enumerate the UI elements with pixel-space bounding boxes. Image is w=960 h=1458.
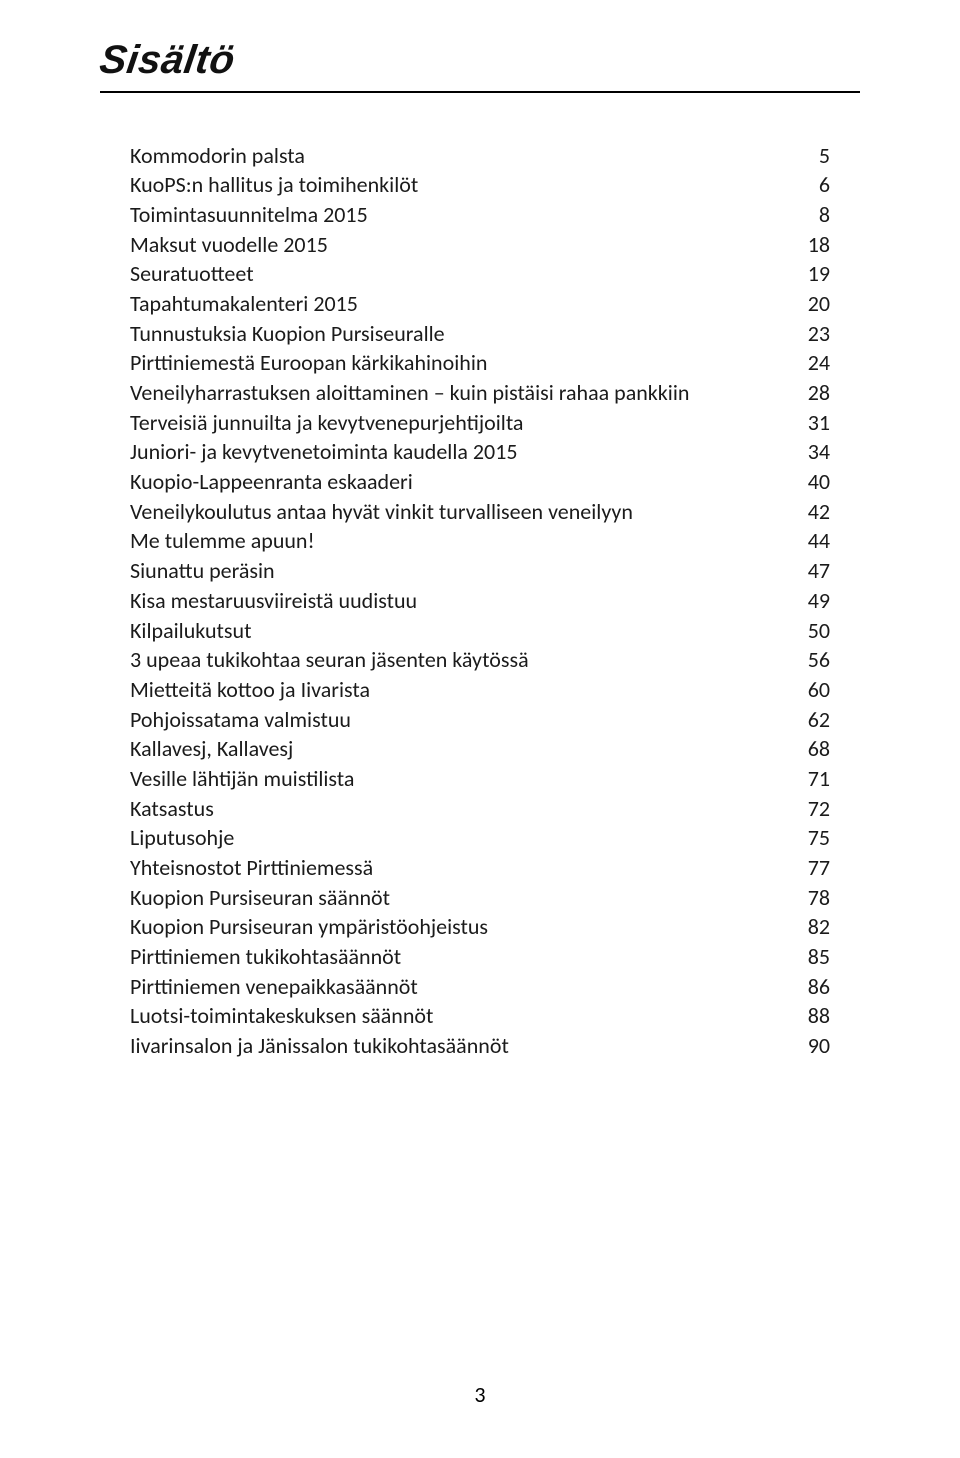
toc-entry-page: 68 xyxy=(788,734,830,764)
toc-entry: Toimintasuunnitelma 2015 8 xyxy=(130,200,830,230)
toc-entry-label: Veneilyharrastuksen aloittaminen – kuin … xyxy=(130,378,689,408)
toc-entry-label: Mietteitä kottoo ja Iivarista xyxy=(130,675,370,705)
toc-entry: Pirttiniemen venepaikkasäännöt 86 xyxy=(130,972,830,1002)
toc-entry-label: Kisa mestaruusviireistä uudistuu xyxy=(130,586,417,616)
toc-entry: Kallavesj, Kallavesj 68 xyxy=(130,734,830,764)
toc-entry: Veneilyharrastuksen aloittaminen – kuin … xyxy=(130,378,830,408)
toc-entry: Terveisiä junnuilta ja kevytvenepurjehti… xyxy=(130,408,830,438)
toc-entry-page: 50 xyxy=(788,616,830,646)
toc-entry-page: 90 xyxy=(788,1031,830,1061)
toc-entry-page: 78 xyxy=(788,883,830,913)
toc-entry-page: 49 xyxy=(788,586,830,616)
toc-entry: KuoPS:n hallitus ja toimihenkilöt 6 xyxy=(130,170,830,200)
toc-entry-page: 23 xyxy=(788,319,830,349)
toc-entry-page: 6 xyxy=(799,170,830,200)
toc-entry-label: 3 upeaa tukikohtaa seuran jäsenten käytö… xyxy=(130,645,529,675)
toc-entry-page: 24 xyxy=(788,348,830,378)
toc-entry: Maksut vuodelle 2015 18 xyxy=(130,230,830,260)
toc-entry: Kuopio-Lappeenranta eskaaderi 40 xyxy=(130,467,830,497)
toc-entry: Vesille lähtijän muistilista 71 xyxy=(130,764,830,794)
toc-entry-label: Kallavesj, Kallavesj xyxy=(130,734,293,764)
toc-entry-label: Yhteisnostot Pirttiniemessä xyxy=(130,853,373,883)
toc-entry-page: 60 xyxy=(788,675,830,705)
toc-entry-label: Terveisiä junnuilta ja kevytvenepurjehti… xyxy=(130,408,523,438)
toc-entry: Kuopion Pursiseuran ympäristöohjeistus 82 xyxy=(130,912,830,942)
toc-entry-label: Katsastus xyxy=(130,794,214,824)
page-title: Sisältö xyxy=(97,38,863,83)
toc-entry-page: 8 xyxy=(799,200,830,230)
toc-entry-label: Maksut vuodelle 2015 xyxy=(130,230,328,260)
toc-entry-label: KuoPS:n hallitus ja toimihenkilöt xyxy=(130,170,418,200)
toc-entry-label: Veneilykoulutus antaa hyvät vinkit turva… xyxy=(130,497,633,527)
table-of-contents: Kommodorin palsta5KuoPS:n hallitus ja to… xyxy=(100,141,860,1061)
toc-entry-page: 40 xyxy=(788,467,830,497)
toc-entry-label: Juniori- ja kevytvenetoiminta kaudella 2… xyxy=(130,437,518,467)
toc-entry-label: Tapahtumakalenteri 2015 xyxy=(130,289,358,319)
toc-entry-page: 20 xyxy=(788,289,830,319)
toc-entry-label: Kommodorin palsta xyxy=(130,141,305,171)
toc-entry-label: Kuopion Pursiseuran ympäristöohjeistus xyxy=(130,912,488,942)
toc-entry-page: 19 xyxy=(788,259,830,289)
page-number: 3 xyxy=(0,1381,960,1408)
toc-entry-page: 75 xyxy=(788,823,830,853)
toc-entry-page: 47 xyxy=(788,556,830,586)
toc-entry-page: 31 xyxy=(788,408,830,438)
toc-entry-page: 28 xyxy=(788,378,830,408)
toc-entry-page: 85 xyxy=(788,942,830,972)
toc-entry-page: 77 xyxy=(788,853,830,883)
toc-entry: Kommodorin palsta 5 xyxy=(130,141,830,171)
toc-entry-label: Me tulemme apuun! xyxy=(130,526,315,556)
toc-entry-page: 5 xyxy=(799,141,830,171)
toc-entry: 3 upeaa tukikohtaa seuran jäsenten käytö… xyxy=(130,645,830,675)
toc-entry-label: Kuopion Pursiseuran säännöt xyxy=(130,883,390,913)
toc-entry: Iivarinsalon ja Jänissalon tukikohtasään… xyxy=(130,1031,830,1061)
toc-entry: Seuratuotteet 19 xyxy=(130,259,830,289)
toc-entry-page: 88 xyxy=(788,1001,830,1031)
toc-entry-page: 34 xyxy=(788,437,830,467)
toc-entry: Liputusohje 75 xyxy=(130,823,830,853)
toc-entry-label: Siunattu peräsin xyxy=(130,556,275,586)
toc-entry-label: Pohjoissatama valmistuu xyxy=(130,705,351,735)
toc-entry: Pohjoissatama valmistuu 62 xyxy=(130,705,830,735)
toc-entry-label: Tunnustuksia Kuopion Pursiseuralle xyxy=(130,319,445,349)
toc-entry-page: 18 xyxy=(788,230,830,260)
toc-entry-page: 44 xyxy=(788,526,830,556)
toc-entry: Tapahtumakalenteri 2015 20 xyxy=(130,289,830,319)
toc-entry: Mietteitä kottoo ja Iivarista 60 xyxy=(130,675,830,705)
toc-entry: Katsastus 72 xyxy=(130,794,830,824)
toc-entry-page: 56 xyxy=(788,645,830,675)
toc-entry-label: Pirttiniemestä Euroopan kärkikahinoihin xyxy=(130,348,487,378)
toc-entry-label: Vesille lähtijän muistilista xyxy=(130,764,354,794)
toc-entry: Pirttiniemen tukikohtasäännöt 85 xyxy=(130,942,830,972)
toc-entry-label: Pirttiniemen tukikohtasäännöt xyxy=(130,942,401,972)
toc-entry-label: Iivarinsalon ja Jänissalon tukikohtasään… xyxy=(130,1031,509,1061)
toc-entry: Kisa mestaruusviireistä uudistuu 49 xyxy=(130,586,830,616)
toc-entry: Juniori- ja kevytvenetoiminta kaudella 2… xyxy=(130,437,830,467)
toc-entry-page: 71 xyxy=(788,764,830,794)
toc-entry-page: 72 xyxy=(788,794,830,824)
toc-entry: Pirttiniemestä Euroopan kärkikahinoihin 2… xyxy=(130,348,830,378)
toc-entry-page: 82 xyxy=(788,912,830,942)
toc-entry-page: 42 xyxy=(788,497,830,527)
toc-entry: Yhteisnostot Pirttiniemessä 77 xyxy=(130,853,830,883)
toc-entry-label: Luotsi-toimintakeskuksen säännöt xyxy=(130,1001,433,1031)
toc-entry: Kuopion Pursiseuran säännöt 78 xyxy=(130,883,830,913)
toc-entry-label: Pirttiniemen venepaikkasäännöt xyxy=(130,972,418,1002)
toc-entry-label: Kuopio-Lappeenranta eskaaderi xyxy=(130,467,413,497)
toc-entry-label: Toimintasuunnitelma 2015 xyxy=(130,200,368,230)
toc-entry: Veneilykoulutus antaa hyvät vinkit turva… xyxy=(130,497,830,527)
toc-entry-page: 62 xyxy=(788,705,830,735)
toc-entry-page: 86 xyxy=(788,972,830,1002)
toc-entry: Kilpailukutsut 50 xyxy=(130,616,830,646)
toc-entry: Tunnustuksia Kuopion Pursiseuralle 23 xyxy=(130,319,830,349)
toc-entry-label: Liputusohje xyxy=(130,823,234,853)
toc-entry: Me tulemme apuun! 44 xyxy=(130,526,830,556)
horizontal-rule xyxy=(100,91,860,93)
toc-entry-label: Kilpailukutsut xyxy=(130,616,251,646)
toc-entry: Siunattu peräsin 47 xyxy=(130,556,830,586)
toc-entry: Luotsi-toimintakeskuksen säännöt 88 xyxy=(130,1001,830,1031)
toc-entry-label: Seuratuotteet xyxy=(130,259,254,289)
